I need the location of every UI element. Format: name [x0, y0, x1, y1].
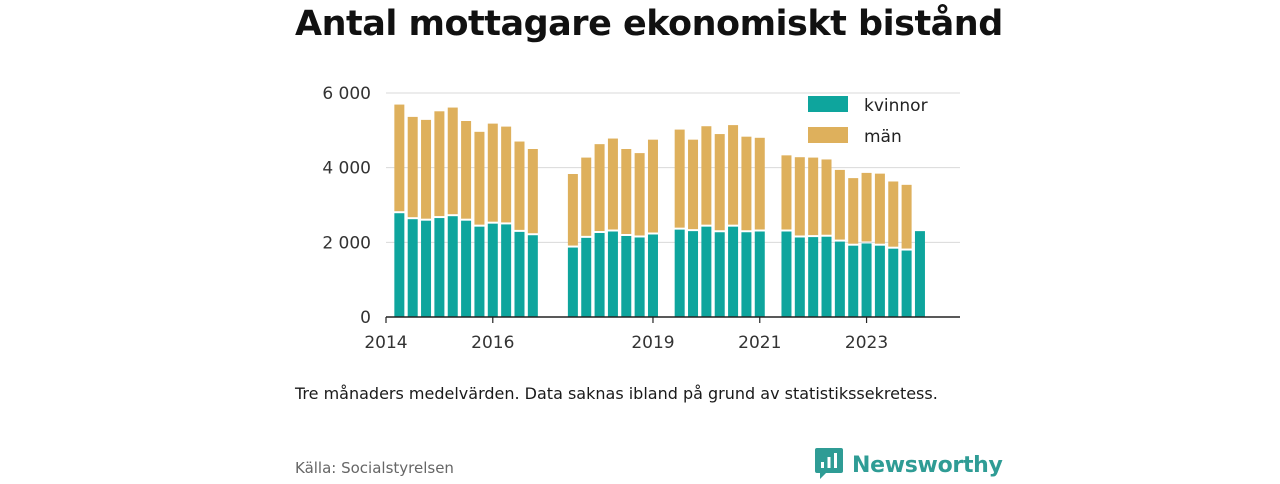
bar-kvinnor	[754, 231, 765, 317]
bar-man	[701, 126, 712, 225]
bar-man	[794, 157, 805, 236]
y-tick-label: 0	[360, 308, 371, 328]
bar-man	[741, 136, 752, 231]
y-tick-label: 2 000	[322, 233, 371, 253]
bar-kvinnor	[888, 248, 899, 317]
bar-man	[421, 119, 432, 219]
bar-man	[634, 153, 645, 236]
bar-man	[527, 149, 538, 234]
bar-kvinnor	[501, 224, 512, 317]
newsworthy-logo-icon	[814, 446, 844, 484]
bar-kvinnor	[848, 245, 859, 317]
bar-man	[861, 172, 872, 242]
bar-man	[901, 184, 912, 249]
legend-label-kvinnor: kvinnor	[864, 96, 928, 116]
bar-kvinnor	[874, 245, 885, 317]
bar-man	[821, 159, 832, 235]
bar-man	[461, 121, 472, 219]
bar-man	[567, 174, 578, 246]
bar-man	[688, 139, 699, 230]
bar-kvinnor	[808, 237, 819, 317]
bar-kvinnor	[794, 237, 805, 317]
bar-man	[808, 157, 819, 236]
bar-kvinnor	[421, 220, 432, 317]
bar-kvinnor	[728, 226, 739, 317]
bar-kvinnor	[621, 235, 632, 317]
bar-man	[447, 107, 458, 215]
bar-kvinnor	[514, 231, 525, 317]
bar-kvinnor	[821, 236, 832, 317]
bar-kvinnor	[701, 226, 712, 317]
bar-kvinnor	[834, 241, 845, 317]
brand-name: Newsworthy	[852, 452, 1003, 478]
bar-kvinnor	[567, 247, 578, 317]
bar-kvinnor	[914, 231, 925, 317]
bar-man	[888, 181, 899, 247]
bar-man	[781, 155, 792, 230]
x-tick-label: 2014	[364, 333, 407, 353]
stacked-bar-chart: 0 2 000 4 000 6 000 2014 2016 2019 2021 2023 kvi…	[322, 84, 960, 353]
legend-swatch-man	[808, 127, 848, 143]
bar-man	[647, 139, 658, 233]
chart-note: Tre månaders medelvärden. Data saknas ib…	[295, 384, 938, 403]
x-tick-label: 2016	[471, 333, 514, 353]
bar-kvinnor	[647, 234, 658, 317]
bar-kvinnor	[487, 223, 498, 317]
bar-kvinnor	[741, 232, 752, 317]
bar-man	[394, 104, 405, 212]
bar-man	[714, 134, 725, 231]
chart-title: Antal mottagare ekonomiskt bistånd	[295, 4, 1003, 44]
bar-kvinnor	[594, 233, 605, 317]
bar-man	[501, 126, 512, 223]
bar-man	[674, 129, 685, 228]
bar-man	[434, 111, 445, 217]
bar-kvinnor	[474, 226, 485, 317]
bar-kvinnor	[394, 213, 405, 317]
bar-kvinnor	[781, 231, 792, 317]
bar-kvinnor	[607, 231, 618, 317]
bar-man	[754, 137, 765, 230]
legend-label-man: män	[864, 127, 902, 147]
bar-man	[848, 178, 859, 244]
bar-man	[514, 141, 525, 230]
bar-man	[594, 144, 605, 231]
y-tick-label: 4 000	[322, 159, 371, 179]
x-tick-label: 2019	[631, 333, 674, 353]
bar-kvinnor	[861, 243, 872, 317]
bar-kvinnor	[901, 250, 912, 317]
bar-man	[874, 173, 885, 244]
bar-man	[487, 123, 498, 222]
bar-man	[607, 138, 618, 230]
source-text: Källa: Socialstyrelsen	[295, 459, 454, 477]
bar-kvinnor	[447, 216, 458, 317]
legend: kvinnor män	[808, 96, 928, 147]
bar-kvinnor	[714, 232, 725, 317]
bar-man	[834, 169, 845, 240]
legend-swatch-kvinnor	[808, 96, 848, 112]
bar-kvinnor	[527, 235, 538, 317]
bar-kvinnor	[407, 219, 418, 317]
brand-logo[interactable]: Newsworthy	[814, 446, 1003, 484]
x-tick-label: 2023	[845, 333, 888, 353]
bar-kvinnor	[581, 237, 592, 317]
bars	[394, 104, 925, 317]
bar-man	[728, 125, 739, 225]
bar-man	[581, 157, 592, 236]
y-tick-label: 6 000	[322, 84, 371, 104]
bar-man	[407, 116, 418, 218]
bar-kvinnor	[688, 231, 699, 317]
bar-kvinnor	[434, 218, 445, 317]
x-tick-label: 2021	[738, 333, 781, 353]
bar-man	[621, 149, 632, 234]
bar-man	[474, 131, 485, 225]
axes: 0 2 000 4 000 6 000 2014 2016 2019 2021 2023	[322, 84, 960, 353]
bar-kvinnor	[634, 237, 645, 317]
bar-kvinnor	[674, 229, 685, 317]
bar-kvinnor	[461, 220, 472, 317]
